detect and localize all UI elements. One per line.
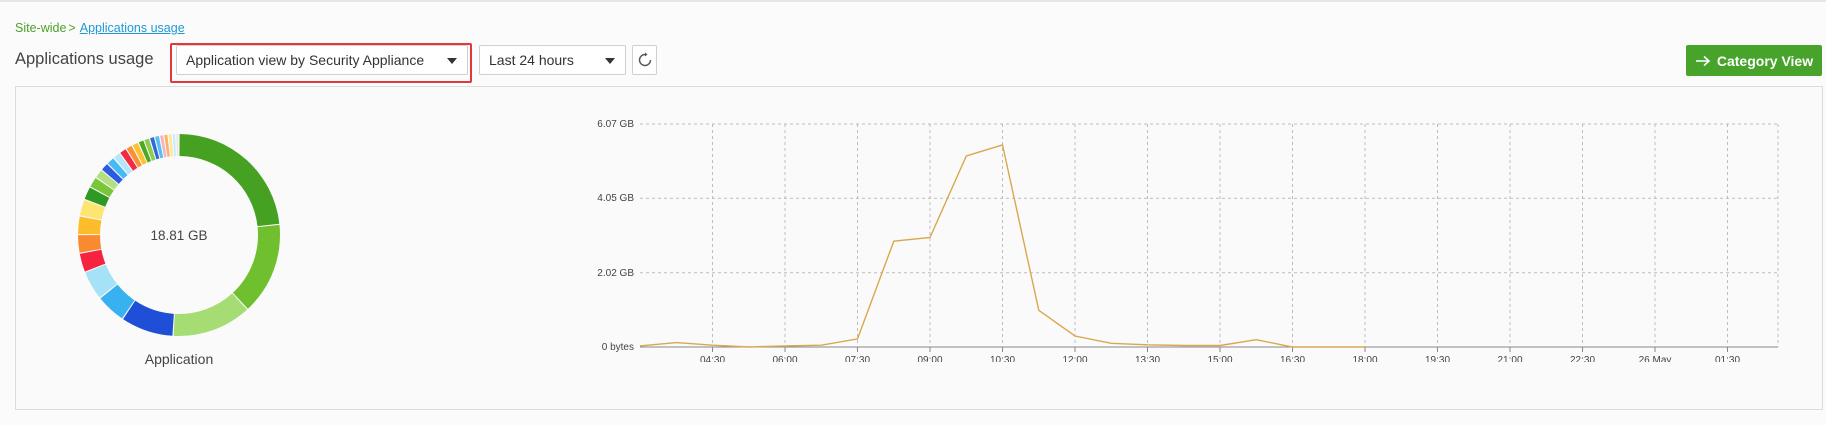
donut-segment-2[interactable] (173, 293, 248, 336)
y-tick-label: 2.02 GB (597, 268, 634, 279)
y-tick-label: 0 bytes (602, 342, 634, 353)
donut-total: 18.81 GB (61, 117, 297, 353)
donut-segment-0[interactable] (179, 134, 280, 227)
donut-segment-20[interactable] (144, 138, 156, 161)
category-view-button[interactable]: Category View (1686, 45, 1822, 76)
donut-segment-8[interactable] (78, 216, 102, 235)
donut-segment-5[interactable] (85, 264, 117, 298)
donut-segment-3[interactable] (123, 300, 174, 336)
donut-segment-21[interactable] (150, 137, 160, 160)
usage-panel: 18.81 GB Application (15, 86, 1823, 410)
donut-total-label: 18.81 GB (150, 227, 208, 243)
x-tick-label: 10:30 (990, 355, 1015, 362)
donut-segment-7[interactable] (78, 235, 102, 253)
application-donut-chart: 18.81 GB (61, 117, 297, 353)
breadcrumb: Site-wide > Applications usage (15, 21, 185, 35)
usage-line-chart: 0 bytes 2.02 GB 4.05 GB 6.07 GB 04:30 06:00 07… (597, 119, 1779, 362)
breadcrumb-separator: > (68, 21, 76, 35)
time-range-value: Last 24 hours (489, 52, 574, 68)
x-tick-label: 12:00 (1062, 355, 1087, 362)
page-title: Applications usage (15, 50, 154, 68)
chevron-down-icon (605, 58, 615, 64)
donut-segment-24[interactable] (164, 134, 170, 157)
x-tick-label: 22:30 (1570, 355, 1595, 362)
x-tick-label: 26.May (1639, 355, 1672, 362)
donut-segment-14[interactable] (107, 158, 128, 179)
chevron-down-icon (447, 58, 457, 64)
donut-segment-16[interactable] (120, 149, 138, 171)
refresh-button[interactable] (632, 45, 657, 75)
donut-segment-27[interactable] (176, 134, 179, 157)
donut-segment-18[interactable] (132, 142, 147, 165)
donut-segment-19[interactable] (138, 140, 152, 163)
donut-segment-25[interactable] (168, 134, 174, 157)
y-tick-label: 4.05 GB (597, 193, 634, 204)
x-tick-label: 04:30 (700, 355, 725, 362)
breadcrumb-root[interactable]: Site-wide (15, 21, 67, 35)
x-tick-label: 15:00 (1207, 355, 1232, 362)
x-tick-label: 06:00 (772, 355, 797, 362)
donut-segment-12[interactable] (96, 170, 119, 190)
breadcrumb-current-link[interactable]: Applications usage (79, 21, 185, 35)
donut-segment-13[interactable] (102, 164, 123, 184)
x-tick-label: 19:30 (1425, 355, 1450, 362)
x-tick-label: 07:30 (845, 355, 870, 362)
usage-series-line[interactable] (639, 144, 1365, 348)
donut-segment-1[interactable] (232, 224, 280, 309)
donut-segment-23[interactable] (160, 135, 167, 158)
donut-segment-4[interactable] (100, 284, 135, 319)
highlight-box (170, 43, 472, 83)
category-view-label: Category View (1716, 52, 1814, 69)
x-tick-label: 13:30 (1135, 355, 1160, 362)
x-tick-label: 09:00 (917, 355, 942, 362)
donut-segment-26[interactable] (172, 134, 176, 157)
donut-segment-10[interactable] (84, 187, 110, 207)
y-tick-label: 6.07 GB (597, 119, 634, 130)
x-tick-label: 16:30 (1280, 355, 1305, 362)
view-select[interactable]: Application view by Security Appliance (176, 45, 468, 75)
donut-segment-11[interactable] (90, 178, 114, 198)
donut-caption: Application (144, 351, 214, 367)
donut-segment-6[interactable] (79, 249, 106, 272)
donut-segment-9[interactable] (79, 199, 105, 220)
x-tick-label: 21:00 (1497, 355, 1522, 362)
x-tick-label: 18:00 (1352, 355, 1377, 362)
donut-segment-15[interactable] (114, 153, 133, 175)
refresh-icon (638, 52, 651, 67)
donut-segment-22[interactable] (155, 136, 164, 159)
donut-segment-17[interactable] (126, 145, 142, 168)
donut-svg (78, 134, 280, 336)
arrow-right-icon (1695, 55, 1711, 66)
x-tick-label: 01:30 (1715, 355, 1740, 362)
view-select-value: Application view by Security Appliance (186, 52, 425, 68)
time-range-select[interactable]: Last 24 hours (479, 45, 626, 75)
